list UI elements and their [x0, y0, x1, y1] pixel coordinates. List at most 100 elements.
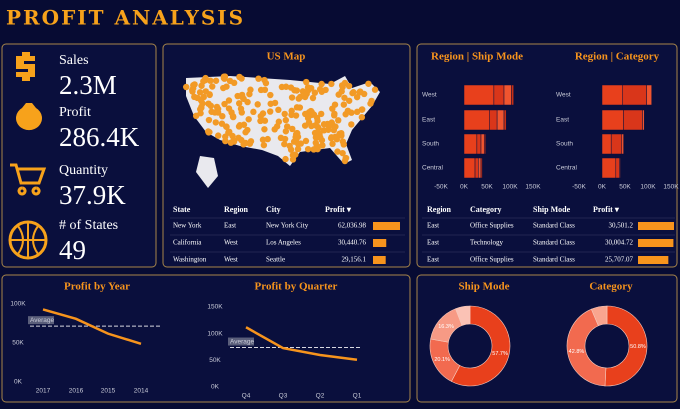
table-cell: 30,004.72: [605, 239, 634, 247]
map-dot: [218, 120, 226, 127]
map-dot: [312, 139, 319, 146]
profit-bar: [373, 239, 387, 247]
map-dot: [318, 80, 325, 88]
map-dot: [320, 121, 328, 128]
chart-title: Profit by Quarter: [255, 281, 338, 293]
map-dot: [266, 108, 274, 115]
table-cell: Standard Class: [533, 256, 575, 264]
map-dot: [293, 104, 301, 111]
table-cell: West: [224, 239, 238, 247]
map-dot: [267, 100, 274, 107]
map-dot: [358, 106, 366, 113]
average-label: Average: [30, 317, 54, 324]
kpi-value: 286.4K: [59, 122, 140, 152]
map-dot: [282, 116, 290, 124]
map-dot: [235, 100, 243, 107]
y-tick-label: 50K: [12, 340, 24, 347]
donut-slice: [455, 305, 471, 326]
region-panel: [416, 43, 678, 268]
map-dot: [225, 105, 233, 112]
map-dot: [261, 76, 268, 84]
table-cell: 30,440.76: [338, 239, 367, 247]
kpi-label: Quantity: [59, 163, 108, 178]
map-dot: [281, 110, 288, 118]
y-tick-label: 150K: [207, 304, 223, 311]
chart-title: Category: [589, 281, 633, 293]
map-dot: [226, 77, 234, 85]
x-tick-label: 100K: [640, 184, 656, 191]
map-dot: [212, 119, 219, 126]
bar-segment: [615, 157, 620, 179]
bar-segment: [621, 133, 624, 155]
map-dot: [294, 133, 302, 141]
map-dot: [329, 105, 336, 112]
x-tick-label: -50K: [434, 184, 448, 191]
map-dot: [313, 114, 321, 122]
map-dot: [304, 84, 312, 91]
x-tick-label: 50K: [481, 184, 493, 191]
table-cell: East: [427, 256, 439, 264]
map-dot: [219, 113, 226, 120]
table-cell: Los Angeles: [266, 239, 301, 247]
table-cell: Office Supplies: [470, 256, 514, 264]
x-tick-label: Q2: [316, 393, 325, 400]
bar-segment: [480, 133, 485, 155]
chart-title: Region | Category: [575, 51, 660, 63]
x-tick-label: Q1: [353, 393, 362, 400]
map-dot: [282, 83, 290, 90]
slice-label: 50.8%: [630, 344, 646, 350]
table-cell: Standard Class: [533, 222, 575, 230]
bar-segment: [480, 157, 483, 179]
map-dot: [247, 138, 255, 145]
map-dot: [211, 109, 219, 116]
kpi-panel: [1, 43, 157, 268]
map-dot: [314, 145, 321, 153]
chart-title: Region | Ship Mode: [431, 51, 523, 63]
cart-icon: [10, 163, 47, 196]
map-dot: [221, 73, 229, 80]
slice-label: 57.7%: [492, 351, 508, 357]
map-dot: [207, 77, 214, 84]
map-dot: [281, 140, 288, 148]
y-tick-label: 50K: [209, 357, 221, 364]
map-dot: [315, 133, 322, 141]
table-header: State: [173, 205, 191, 214]
map-dot: [245, 116, 252, 123]
map-dot: [267, 91, 274, 99]
bar-segment: [610, 133, 623, 155]
panel-title: US Map: [267, 51, 306, 63]
map-dot: [260, 141, 268, 149]
kpi-label: Profit: [59, 105, 91, 120]
slice-label: 16.3%: [438, 324, 454, 330]
map-dot: [322, 86, 329, 94]
map-dot: [340, 141, 347, 148]
map-dot: [341, 94, 348, 101]
table-header: Ship Mode: [533, 205, 571, 214]
table-cell: New York: [173, 222, 202, 230]
map-dot: [329, 140, 336, 148]
y-tick-label: West: [556, 92, 571, 99]
map-dot: [225, 128, 232, 136]
kpi-value: 49: [59, 235, 86, 265]
alaska-shape: [196, 156, 218, 188]
map-dot: [240, 141, 247, 148]
trend-panel: [1, 274, 411, 403]
map-dot: [199, 100, 206, 107]
map-dot: [275, 118, 283, 125]
y-tick-label: Central: [422, 165, 444, 172]
y-tick-label: West: [422, 92, 437, 99]
dollar-icon: [16, 52, 35, 81]
bar-segment: [623, 109, 643, 131]
map-dot: [327, 135, 335, 142]
map-dot: [215, 132, 222, 139]
x-tick-label: 100K: [502, 184, 518, 191]
map-dot: [302, 137, 310, 145]
map-dot: [194, 94, 201, 102]
map-dot: [340, 101, 348, 108]
table-cell: 29,156.1: [342, 256, 367, 264]
bar-segment: [601, 157, 617, 179]
y-tick-label: 100K: [207, 330, 223, 337]
map-dot: [205, 116, 213, 124]
page-title: PROFIT ANALYSIS: [6, 6, 245, 30]
map-dot: [207, 102, 215, 110]
